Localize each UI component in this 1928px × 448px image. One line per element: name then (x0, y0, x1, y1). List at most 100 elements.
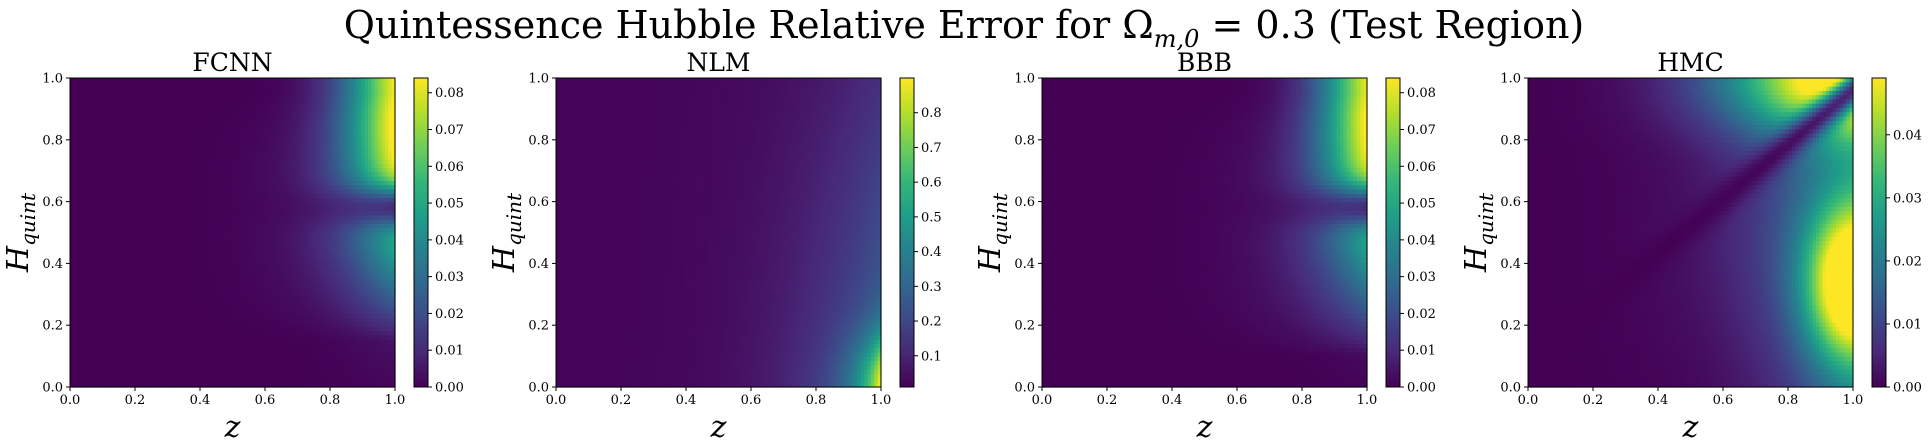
heatmap-cell (262, 185, 267, 191)
heatmap-cell (354, 150, 359, 156)
heatmap-cell (273, 78, 278, 83)
heatmap-cell (252, 185, 257, 191)
heatmap-cell (391, 146, 396, 152)
heatmap-cell (218, 181, 223, 186)
heatmap-cell (80, 163, 85, 169)
heatmap-cell (246, 202, 251, 208)
heatmap-cell (232, 82, 237, 88)
heatmap-cell (171, 112, 176, 118)
heatmap-cell (252, 150, 257, 156)
heatmap-cell (147, 181, 152, 186)
heatmap-cell (269, 129, 274, 135)
heatmap-cell (117, 202, 122, 208)
heatmap-cell (218, 150, 223, 156)
heatmap-cell (178, 112, 183, 118)
heatmap-cell (178, 206, 183, 212)
heatmap-cell (266, 120, 271, 126)
heatmap-cell (127, 176, 132, 182)
heatmap-cell (361, 155, 366, 161)
heatmap-cell (303, 185, 308, 191)
heatmap-cell (317, 193, 322, 199)
heatmap-cell (154, 185, 159, 191)
heatmap-cell (384, 86, 389, 92)
heatmap-cell (256, 172, 261, 178)
heatmap-cell (181, 86, 186, 92)
heatmap-cell (218, 99, 223, 105)
heatmap-cell (83, 82, 88, 88)
heatmap-cell (266, 159, 271, 165)
heatmap-cell (141, 95, 146, 101)
heatmap-cell (256, 133, 261, 139)
heatmap-cell (114, 172, 118, 178)
heatmap-cell (107, 112, 112, 118)
heatmap-cell (327, 198, 332, 204)
heatmap-cell (262, 163, 267, 169)
heatmap-cell (130, 206, 135, 212)
heatmap-cell (252, 168, 257, 174)
heatmap-cell (334, 142, 339, 148)
heatmap-cell (306, 116, 311, 122)
heatmap-cell (259, 99, 264, 105)
heatmap-cell (171, 99, 176, 105)
heatmap-cell (151, 211, 156, 216)
heatmap-cell (110, 78, 115, 83)
heatmap-cell (256, 95, 261, 101)
heatmap-cell (337, 138, 342, 143)
heatmap-cell (279, 86, 284, 92)
heatmap-cell (350, 82, 355, 88)
heatmap-cell (347, 116, 352, 122)
heatmap-cell (283, 206, 288, 212)
heatmap-cell (185, 112, 190, 118)
heatmap-cell (256, 138, 261, 143)
heatmap-cell (80, 95, 85, 101)
heatmap-cell (134, 99, 139, 105)
heatmap-cell (154, 193, 159, 199)
heatmap-cell (378, 159, 383, 165)
heatmap-cell (83, 125, 88, 131)
heatmap-cell (327, 202, 332, 208)
heatmap-cell (259, 125, 264, 131)
heatmap-cell (70, 138, 74, 143)
heatmap-cell (378, 133, 383, 139)
heatmap-cell (107, 193, 112, 199)
heatmap-cell (344, 95, 349, 101)
heatmap-cell (110, 82, 115, 88)
heatmap-cell (306, 211, 311, 216)
heatmap-cell (195, 112, 200, 118)
heatmap-cell (215, 202, 220, 208)
heatmap-cell (347, 163, 352, 169)
heatmap-cell (178, 211, 183, 216)
heatmap-cell (364, 86, 369, 92)
heatmap-cell (310, 198, 315, 204)
heatmap-cell (344, 129, 349, 135)
heatmap-cell (350, 99, 355, 105)
heatmap-cell (202, 206, 207, 212)
heatmap-cell (215, 112, 220, 118)
heatmap-cell (266, 202, 271, 208)
heatmap-cell (222, 185, 227, 191)
heatmap-cell (164, 116, 169, 122)
heatmap-cell (117, 172, 122, 178)
heatmap-cell (124, 142, 129, 148)
heatmap-cell (235, 181, 240, 186)
heatmap-cell (168, 193, 173, 199)
heatmap-cell (154, 138, 159, 143)
heatmap-cell (283, 103, 288, 109)
heatmap-cell (93, 215, 98, 221)
heatmap-cell (361, 142, 366, 148)
heatmap-cell (384, 120, 389, 126)
heatmap-cell (361, 172, 366, 178)
heatmap-cell (114, 82, 118, 88)
heatmap-cell (117, 129, 122, 135)
heatmap-cell (76, 163, 81, 169)
heatmap-cell (222, 99, 227, 105)
heatmap-cell (205, 172, 210, 178)
heatmap-cell (191, 82, 196, 88)
heatmap-cell (327, 116, 332, 122)
heatmap-cell (330, 108, 335, 113)
heatmap-cell (262, 150, 267, 156)
heatmap-cell (290, 198, 295, 204)
heatmap-cell (137, 193, 142, 199)
heatmap-cell (188, 133, 193, 139)
heatmap-cell (242, 168, 247, 174)
